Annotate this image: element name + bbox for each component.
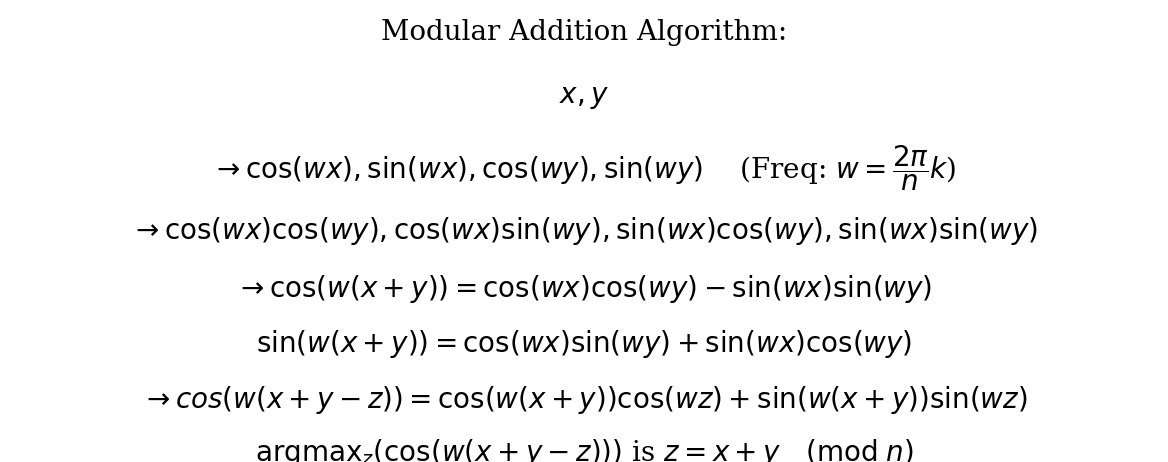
Text: $\mathrm{argmax}_z(\cos(w(x+y-z)))$ is $z = x + y \quad (\mathrm{mod}\; n)$: $\mathrm{argmax}_z(\cos(w(x+y-z)))$ is $… — [255, 437, 913, 462]
Text: $\rightarrow \cos(wx)\cos(wy), \cos(wx)\sin(wy), \sin(wx)\cos(wy), \sin(wx)\sin(: $\rightarrow \cos(wx)\cos(wy), \cos(wx)\… — [130, 215, 1038, 247]
Text: $\sin(w(x+y)) = \cos(wx)\sin(wy) + \sin(wx)\cos(wy)$: $\sin(w(x+y)) = \cos(wx)\sin(wy) + \sin(… — [256, 328, 912, 360]
Text: $\rightarrow \cos(wx), \sin(wx), \cos(wy), \sin(wy)\quad$ (Freq: $w = \dfrac{2\p: $\rightarrow \cos(wx), \sin(wx), \cos(wy… — [211, 144, 957, 194]
Text: Modular Addition Algorithm:: Modular Addition Algorithm: — [381, 19, 787, 46]
Text: $\rightarrow \mathit{cos}(w(x+y-z)) = \cos(w(x+y))\cos(wz) + \sin(w(x+y))\sin(wz: $\rightarrow \mathit{cos}(w(x+y-z)) = \c… — [140, 383, 1028, 416]
Text: $\rightarrow \cos(w(x+y)) = \cos(wx)\cos(wy) - \sin(wx)\sin(wy)$: $\rightarrow \cos(w(x+y)) = \cos(wx)\cos… — [235, 273, 933, 305]
Text: $x, y$: $x, y$ — [559, 84, 609, 110]
